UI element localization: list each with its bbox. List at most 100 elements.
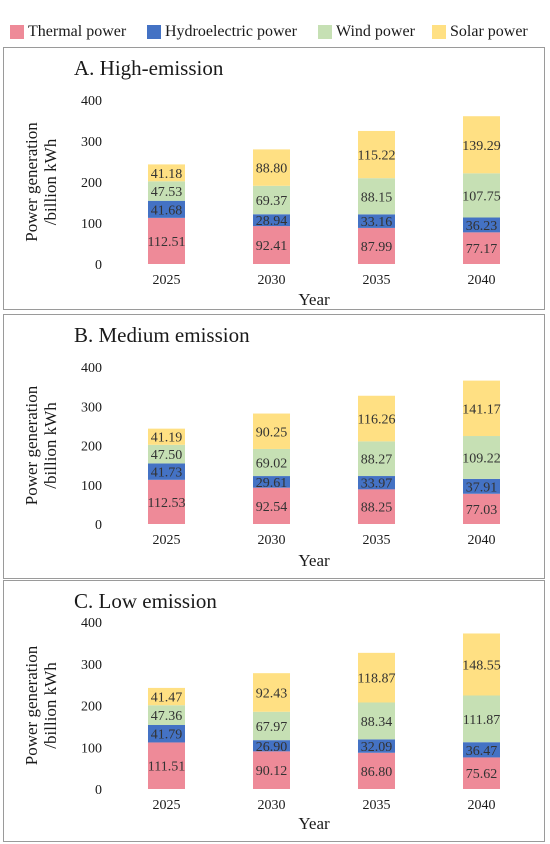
data-label-solar-2035: 118.87 xyxy=(358,672,396,687)
data-label-solar-2035: 115.22 xyxy=(358,149,396,164)
y-tick-label: 0 xyxy=(95,258,102,273)
bar-hydro-2030 xyxy=(253,476,290,488)
data-label-hydro-2030: 29.61 xyxy=(256,476,288,491)
data-label-thermal-2040: 77.03 xyxy=(466,503,498,518)
x-tick-label-2025: 2025 xyxy=(153,798,181,813)
legend-swatch-solar xyxy=(432,25,446,39)
bar-thermal-2040 xyxy=(463,757,500,789)
y-tick-label: 200 xyxy=(81,700,102,715)
bar-hydro-2035 xyxy=(358,476,395,490)
bar-wind-2025 xyxy=(148,705,185,725)
y-tick-label: 300 xyxy=(81,400,102,415)
data-label-hydro-2035: 33.16 xyxy=(361,215,393,230)
data-label-hydro-2025: 41.79 xyxy=(151,728,183,743)
panel-low-emission: 0 100 200 300 400 111.51 41.79 47.36 41.47 2025 90… xyxy=(3,580,545,842)
data-label-solar-2030: 90.25 xyxy=(256,425,288,440)
bar-wind-2030 xyxy=(253,185,290,215)
bar-thermal-2040 xyxy=(463,493,500,524)
data-label-wind-2040: 109.22 xyxy=(462,451,501,466)
bar-wind-2040 xyxy=(463,173,500,218)
x-tick-label-2030: 2030 xyxy=(258,533,286,548)
bar-wind-2035 xyxy=(358,178,395,215)
y-tick-label: 100 xyxy=(81,479,102,494)
bar-thermal-2030 xyxy=(253,751,290,789)
legend-swatch-hydro xyxy=(147,25,161,39)
legend-label-solar: Solar power xyxy=(450,23,528,40)
data-label-solar-2040: 139.29 xyxy=(462,139,501,154)
bar-hydro-2040 xyxy=(463,742,500,758)
data-label-thermal-2025: 112.53 xyxy=(148,496,186,511)
x-tick-label-2030: 2030 xyxy=(258,798,286,813)
data-label-solar-2025: 41.47 xyxy=(151,691,183,706)
chart-low-emission: 0 100 200 300 400 111.51 41.79 47.36 41.47 2025 90… xyxy=(22,616,501,833)
data-label-wind-2035: 88.34 xyxy=(361,715,393,730)
y-tick-label: 100 xyxy=(81,741,102,756)
y-tick-label: 400 xyxy=(81,616,102,631)
legend-label-thermal: Thermal power xyxy=(28,23,127,40)
bar-solar-2030 xyxy=(253,413,290,449)
bar-solar-2035 xyxy=(358,652,395,703)
data-label-solar-2035: 116.26 xyxy=(358,413,396,428)
bar-wind-2040 xyxy=(463,695,500,743)
legend-item-thermal: Thermal power xyxy=(10,22,126,42)
data-label-wind-2025: 47.36 xyxy=(151,709,183,724)
data-label-hydro-2035: 33.97 xyxy=(361,477,393,492)
bar-thermal-2025 xyxy=(148,479,185,524)
bar-solar-2025 xyxy=(148,164,185,182)
data-label-thermal-2035: 88.25 xyxy=(361,501,393,516)
bar-thermal-2040 xyxy=(463,232,500,264)
y-tick-label: 100 xyxy=(81,217,102,232)
data-label-solar-2030: 88.80 xyxy=(256,162,288,177)
bar-thermal-2035 xyxy=(358,227,395,264)
bar-hydro-2035 xyxy=(358,739,395,753)
data-label-thermal-2030: 92.54 xyxy=(256,500,288,515)
data-label-thermal-2035: 87.99 xyxy=(361,240,393,255)
bar-thermal-2035 xyxy=(358,489,395,524)
x-tick-label-2025: 2025 xyxy=(153,533,181,548)
data-label-hydro-2025: 41.73 xyxy=(151,466,183,481)
bar-wind-2025 xyxy=(148,181,185,201)
bar-wind-2035 xyxy=(358,702,395,740)
data-label-wind-2025: 47.50 xyxy=(151,448,183,463)
bar-thermal-2025 xyxy=(148,742,185,789)
x-axis-label: Year xyxy=(298,814,330,833)
bar-thermal-2035 xyxy=(358,752,395,789)
bar-solar-2035 xyxy=(358,395,395,442)
data-label-thermal-2030: 92.41 xyxy=(256,239,288,254)
x-tick-label-2030: 2030 xyxy=(258,273,286,288)
data-label-hydro-2040: 36.47 xyxy=(466,744,498,759)
data-label-hydro-2030: 28.94 xyxy=(256,214,288,229)
data-label-solar-2025: 41.18 xyxy=(151,167,183,182)
data-label-thermal-2025: 112.51 xyxy=(148,235,186,250)
x-axis-label: Year xyxy=(298,290,330,309)
legend-label-hydro: Hydroelectric power xyxy=(165,23,297,40)
chart-high-emission: 0 100 200 300 400 112.51 41.68 47.53 41.18 2025 92… xyxy=(22,94,501,309)
panel-title: C. Low emission xyxy=(74,589,217,613)
chart-medium-emission: 0 100 200 300 400 112.53 41.73 47.50 41.19 2025 92… xyxy=(22,361,501,570)
data-label-hydro-2030: 26.90 xyxy=(256,740,288,755)
panel-high-emission: 0 100 200 300 400 112.51 41.68 47.53 41.18 2025 92… xyxy=(3,47,545,310)
bar-hydro-2025 xyxy=(148,463,185,480)
bar-wind-2035 xyxy=(358,441,395,477)
data-label-hydro-2025: 41.68 xyxy=(151,203,183,218)
bar-hydro-2035 xyxy=(358,214,395,228)
bar-solar-2030 xyxy=(253,149,290,186)
y-tick-label: 400 xyxy=(81,361,102,376)
bar-solar-2035 xyxy=(358,130,395,179)
bar-hydro-2030 xyxy=(253,214,290,227)
bar-hydro-2040 xyxy=(463,478,500,494)
bar-thermal-2030 xyxy=(253,487,290,524)
legend-swatch-thermal xyxy=(10,25,24,39)
x-tick-label-2040: 2040 xyxy=(468,533,496,548)
bar-thermal-2025 xyxy=(148,217,185,264)
x-axis-label: Year xyxy=(298,551,330,570)
bar-wind-2030 xyxy=(253,448,290,477)
bar-hydro-2025 xyxy=(148,724,185,743)
chart-legend: Thermal power Hydroelectric power Wind p… xyxy=(0,0,550,66)
bar-hydro-2030 xyxy=(253,740,290,752)
data-label-wind-2040: 107.75 xyxy=(462,189,501,204)
data-label-solar-2025: 41.19 xyxy=(151,431,183,446)
data-label-hydro-2035: 32.09 xyxy=(361,740,393,755)
bar-solar-2025 xyxy=(148,687,185,706)
y-tick-label: 400 xyxy=(81,94,102,109)
